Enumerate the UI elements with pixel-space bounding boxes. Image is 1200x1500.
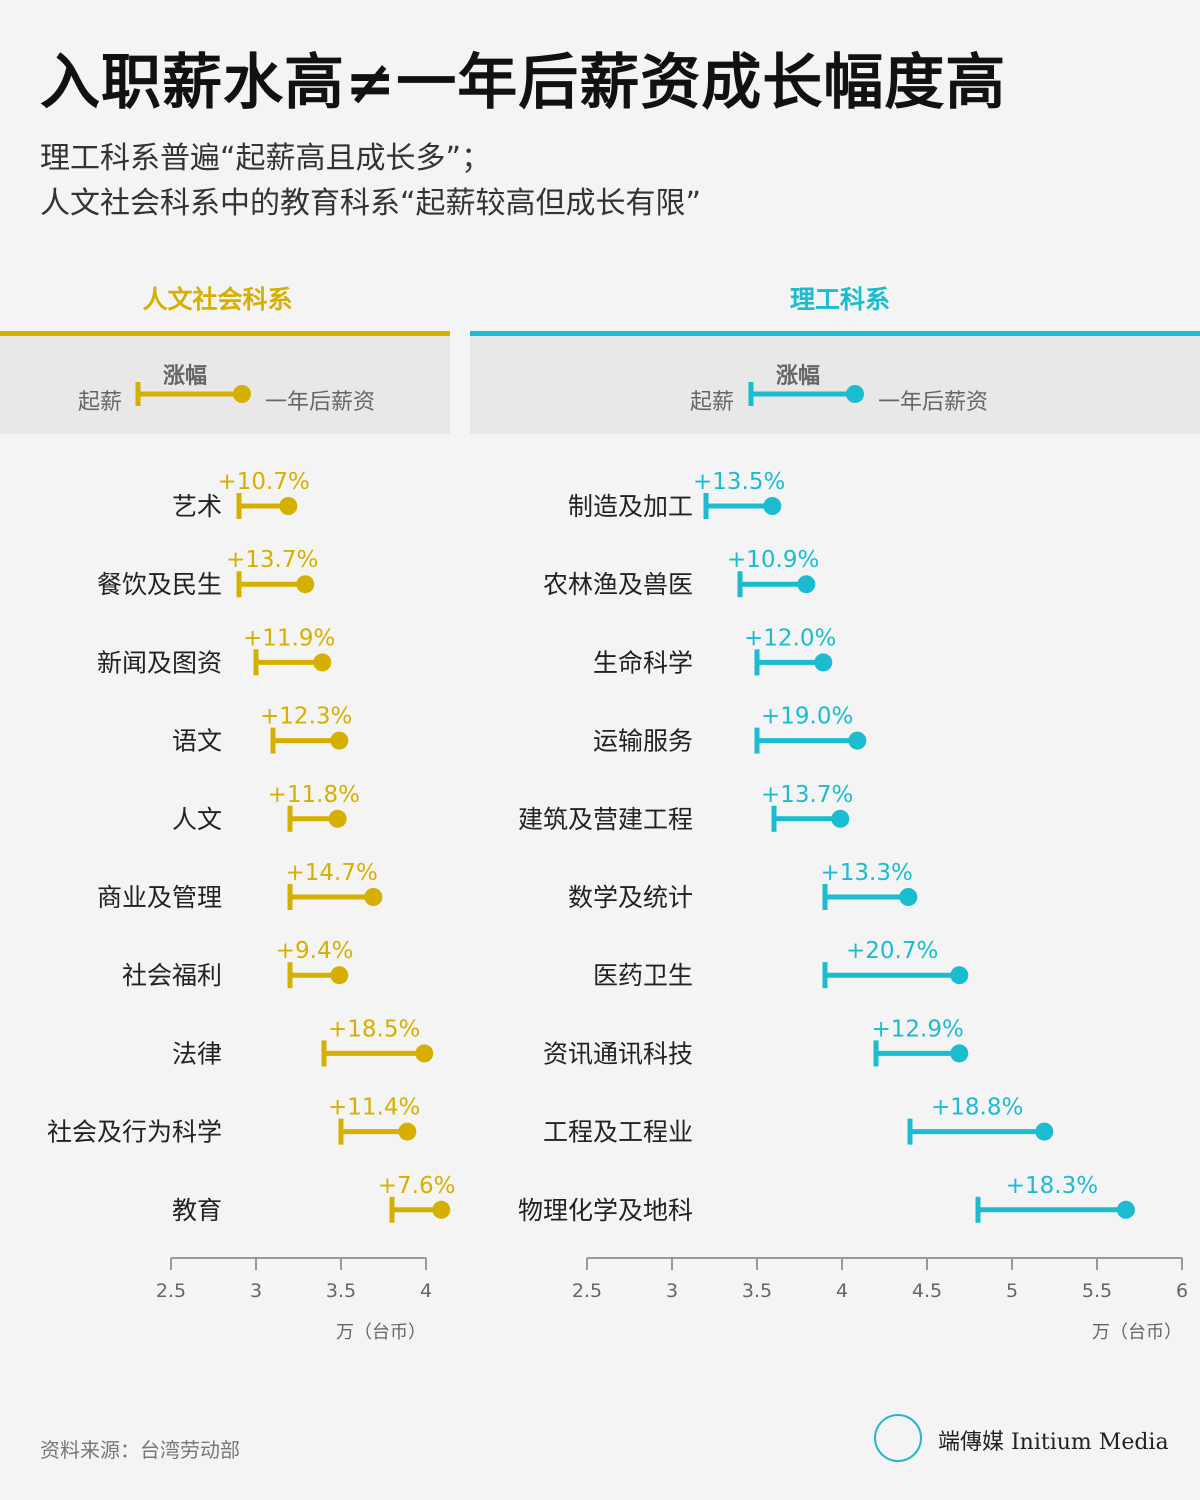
science-category-label: 生命科学 [593,648,693,677]
science-change-label: +13.3% [820,860,912,886]
humanities-category-label: 教育 [172,1196,222,1225]
science-change-label: +13.7% [761,782,853,808]
science-end-dot [831,809,850,828]
science-end-dot [1035,1122,1054,1141]
humanities-change-label: +12.3% [260,704,352,730]
science-end-dot [1116,1200,1135,1219]
science-change-label: +18.3% [1006,1173,1098,1199]
science-x-axis-label: 万（台币） [1092,1322,1182,1343]
science-end-dot [950,1044,969,1063]
legend-end-label: 一年后薪资 [878,390,989,415]
science-category-label: 运输服务 [593,727,693,756]
humanities-change-label: +18.5% [328,1016,420,1042]
science-change-label: +19.0% [761,704,853,730]
science-x-tick-label: 4 [836,1280,848,1302]
humanities-change-label: +7.6% [378,1173,456,1199]
science-x-tick-label: 5 [1006,1280,1018,1302]
science-change-label: +20.7% [846,938,938,964]
source-note: 资料来源：台湾劳动部 [40,1438,240,1462]
science-end-dot [848,731,867,750]
science-change-label: +12.0% [744,625,836,651]
humanities-end-dot [398,1122,417,1141]
subtitle-line-2: 人文社会科系中的教育科系“起薪较高但成长有限” [40,186,702,221]
humanities-category-label: 社会福利 [122,961,222,990]
humanities-x-tick-label: 2.5 [156,1280,186,1302]
science-category-label: 农林渔及兽医 [543,570,693,599]
humanities-panel-rule [0,331,450,336]
humanities-change-label: +11.9% [243,625,335,651]
humanities-category-label: 语文 [172,727,222,756]
humanities-x-tick-label: 3.5 [326,1280,356,1302]
science-change-label: +10.9% [727,547,819,573]
science-x-tick-label: 6 [1176,1280,1188,1302]
humanities-end-dot [296,575,315,594]
humanities-change-label: +9.4% [276,938,354,964]
humanities-change-label: +14.7% [285,860,377,886]
science-category-label: 数学及统计 [568,883,693,912]
humanities-end-dot [432,1200,451,1219]
initium-logo-icon [874,1414,922,1462]
page-title: 入职薪水高≠一年后薪资成长幅度高 [40,48,1007,118]
humanities-category-label: 餐饮及民生 [97,570,222,599]
humanities-change-label: +11.8% [268,782,360,808]
science-x-tick-label: 2.5 [572,1280,602,1302]
brand-logo: 端傳媒 Initium Media [874,1414,1174,1470]
humanities-x-axis-label: 万（台币） [336,1322,426,1343]
humanities-change-label: +13.7% [226,547,318,573]
science-category-label: 建筑及营建工程 [518,805,693,834]
science-change-label: +12.9% [871,1016,963,1042]
science-x-tick-label: 4.5 [912,1280,942,1302]
humanities-x-tick-label: 4 [420,1280,432,1302]
subtitle-line-1: 理工科系普遍“起薪高且成长多”； [40,141,492,176]
humanities-category-label: 商业及管理 [97,883,222,912]
science-panel-title: 理工科系 [789,285,890,314]
legend-start-label: 起薪 [690,390,735,415]
brand-name: 端傳媒 Initium Media [938,1430,1169,1455]
legend-key-label: 涨幅 [776,364,821,389]
humanities-category-label: 社会及行为科学 [47,1118,222,1147]
humanities-end-dot [330,731,349,750]
science-end-dot [763,497,782,515]
humanities-end-dot [279,497,298,515]
humanities-panel-title: 人文社会科系 [142,285,293,314]
legend-dumbbell-icon [748,382,864,406]
humanities-end-dot [330,966,349,985]
humanities-end-dot [364,888,383,906]
legend-start-label: 起薪 [78,390,123,415]
science-x-tick-label: 3.5 [742,1280,772,1302]
humanities-category-label: 法律 [172,1039,222,1068]
humanities-change-label: +10.7% [217,469,309,495]
humanities-end-dot [313,653,332,672]
humanities-x-tick-label: 3 [250,1280,262,1302]
humanities-end-dot [415,1044,434,1063]
science-change-label: +13.5% [693,469,785,495]
science-x-tick-label: 3 [666,1280,678,1302]
science-end-dot [899,888,918,906]
science-end-dot [950,966,969,985]
humanities-category-label: 新闻及图资 [97,648,222,677]
science-panel-rule [470,331,1200,336]
humanities-category-label: 艺术 [172,492,222,521]
science-legend: 涨幅 起薪 一年后薪资 [470,336,1200,434]
humanities-change-label: +11.4% [328,1095,420,1121]
science-category-label: 物理化学及地科 [518,1196,693,1225]
science-category-label: 资讯通讯科技 [543,1039,693,1068]
legend-key-label: 涨幅 [163,364,208,389]
science-end-dot [814,653,833,672]
science-change-label: +18.8% [931,1095,1023,1121]
science-x-tick-label: 5.5 [1082,1280,1112,1302]
science-category-label: 医药卫生 [593,961,693,990]
legend-end-label: 一年后薪资 [265,390,376,415]
science-category-label: 工程及工程业 [543,1118,693,1147]
science-end-dot [797,575,816,594]
science-category-label: 制造及加工 [568,492,693,521]
humanities-legend: 涨幅 起薪 一年后薪资 [0,336,450,434]
humanities-end-dot [328,809,347,828]
legend-dumbbell-icon [135,382,251,406]
humanities-category-label: 人文 [172,805,222,834]
